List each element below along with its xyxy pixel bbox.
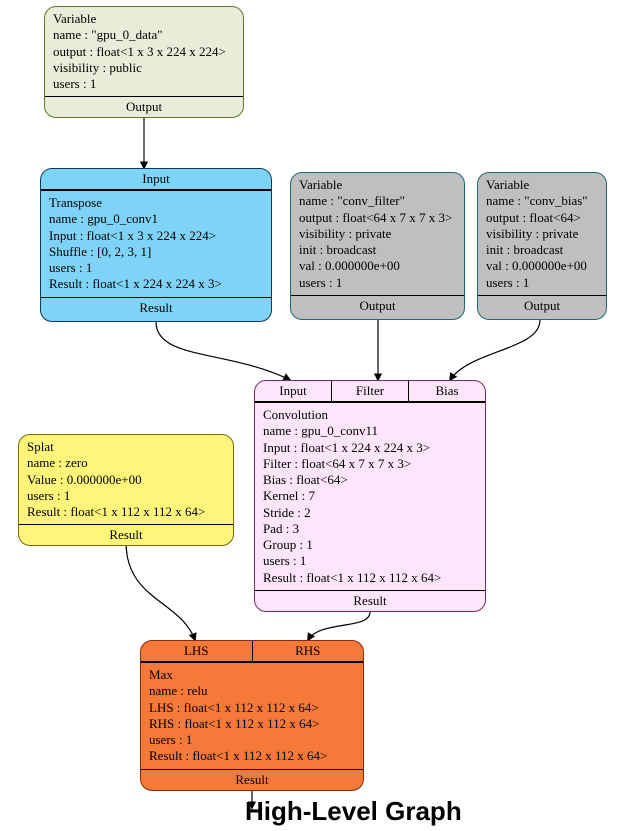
node-line: init : broadcast — [299, 242, 456, 258]
ports-bottom: Result — [141, 769, 363, 790]
node-line: visibility : public — [53, 60, 235, 76]
node-body: Transposename : gpu_0_conv1Input : float… — [41, 190, 271, 297]
node-line: Kernel : 7 — [263, 488, 477, 504]
node-line: LHS : float<1 x 112 x 112 x 64> — [149, 700, 355, 716]
node-line: Shuffle : [0, 2, 3, 1] — [49, 244, 263, 260]
ports-bottom: Result — [19, 524, 233, 545]
node-line: output : float<1 x 3 x 224 x 224> — [53, 44, 235, 60]
node-line: Pad : 3 — [263, 521, 477, 537]
ports-top: InputFilterBias — [255, 381, 485, 402]
node-var_conv_bias: Variablename : "conv_bias"output : float… — [477, 172, 607, 320]
node-line: name : zero — [27, 455, 225, 471]
node-line: users : 1 — [53, 76, 235, 92]
node-line: val : 0.000000e+00 — [486, 258, 598, 274]
node-line: name : "conv_filter" — [299, 193, 456, 209]
node-line: Transpose — [49, 195, 263, 211]
node-line: Stride : 2 — [263, 505, 477, 521]
node-body: Variablename : "conv_filter"output : flo… — [291, 173, 464, 295]
ports-top: LHSRHS — [141, 641, 363, 662]
node-line: output : float<64> — [486, 210, 598, 226]
port-input: Input — [255, 381, 332, 401]
node-line: users : 1 — [263, 553, 477, 569]
node-line: Input : float<1 x 224 x 224 x 3> — [263, 440, 477, 456]
port-result: Result — [141, 770, 363, 790]
node-line: val : 0.000000e+00 — [299, 258, 456, 274]
node-line: users : 1 — [299, 275, 456, 291]
ports-bottom: Output — [45, 96, 243, 117]
ports-top: Input — [41, 169, 271, 190]
ports-bottom: Result — [41, 297, 271, 318]
node-line: visibility : private — [299, 226, 456, 242]
node-line: Input : float<1 x 3 x 224 x 224> — [49, 228, 263, 244]
edge — [156, 322, 290, 380]
node-line: Value : 0.000000e+00 — [27, 472, 225, 488]
node-line: Result : float<1 x 224 x 224 x 3> — [49, 276, 263, 292]
node-line: Variable — [299, 177, 456, 193]
port-result: Result — [255, 591, 485, 611]
port-bias: Bias — [409, 381, 485, 401]
edge — [126, 542, 195, 640]
port-rhs: RHS — [253, 641, 364, 661]
port-output: Output — [291, 296, 464, 316]
node-line: name : "gpu_0_data" — [53, 27, 235, 43]
node-line: Group : 1 — [263, 537, 477, 553]
node-transpose: InputTransposename : gpu_0_conv1Input : … — [40, 168, 272, 322]
edge — [308, 612, 370, 640]
node-line: Variable — [486, 177, 598, 193]
node-line: users : 1 — [486, 275, 598, 291]
node-line: name : gpu_0_conv1 — [49, 211, 263, 227]
node-var_gpu0data: Variablename : "gpu_0_data"output : floa… — [44, 6, 244, 118]
port-output: Output — [478, 296, 606, 316]
node-line: output : float<64 x 7 x 7 x 3> — [299, 210, 456, 226]
node-max: LHSRHSMaxname : reluLHS : float<1 x 112 … — [140, 640, 364, 791]
node-line: Filter : float<64 x 7 x 7 x 3> — [263, 456, 477, 472]
node-line: users : 1 — [49, 260, 263, 276]
node-body: Variablename : "gpu_0_data"output : floa… — [45, 7, 243, 96]
node-line: Variable — [53, 11, 235, 27]
node-line: Convolution — [263, 407, 477, 423]
port-lhs: LHS — [141, 641, 253, 661]
node-line: name : relu — [149, 683, 355, 699]
node-line: visibility : private — [486, 226, 598, 242]
edge — [450, 320, 540, 380]
node-line: name : "conv_bias" — [486, 193, 598, 209]
node-line: Result : float<1 x 112 x 112 x 64> — [149, 748, 355, 764]
node-convolution: InputFilterBiasConvolutionname : gpu_0_c… — [254, 380, 486, 612]
graph-title: High-Level Graph — [245, 796, 462, 827]
node-body: Convolutionname : gpu_0_conv11Input : fl… — [255, 402, 485, 590]
port-result: Result — [41, 298, 271, 318]
ports-bottom: Output — [291, 295, 464, 316]
node-line: RHS : float<1 x 112 x 112 x 64> — [149, 716, 355, 732]
port-result: Result — [19, 525, 233, 545]
node-line: name : gpu_0_conv11 — [263, 423, 477, 439]
port-filter: Filter — [332, 381, 409, 401]
node-body: Variablename : "conv_bias"output : float… — [478, 173, 606, 295]
node-line: Result : float<1 x 112 x 112 x 64> — [263, 570, 477, 586]
ports-bottom: Output — [478, 295, 606, 316]
node-splat: Splatname : zeroValue : 0.000000e+00user… — [18, 434, 234, 546]
node-var_conv_filter: Variablename : "conv_filter"output : flo… — [290, 172, 465, 320]
node-line: Splat — [27, 439, 225, 455]
node-line: Bias : float<64> — [263, 472, 477, 488]
port-output: Output — [45, 97, 243, 117]
node-line: Result : float<1 x 112 x 112 x 64> — [27, 504, 225, 520]
node-body: Maxname : reluLHS : float<1 x 112 x 112 … — [141, 662, 363, 769]
port-input: Input — [41, 169, 271, 189]
node-line: Max — [149, 667, 355, 683]
node-body: Splatname : zeroValue : 0.000000e+00user… — [19, 435, 233, 524]
node-line: init : broadcast — [486, 242, 598, 258]
ports-bottom: Result — [255, 590, 485, 611]
node-line: users : 1 — [149, 732, 355, 748]
node-line: users : 1 — [27, 488, 225, 504]
